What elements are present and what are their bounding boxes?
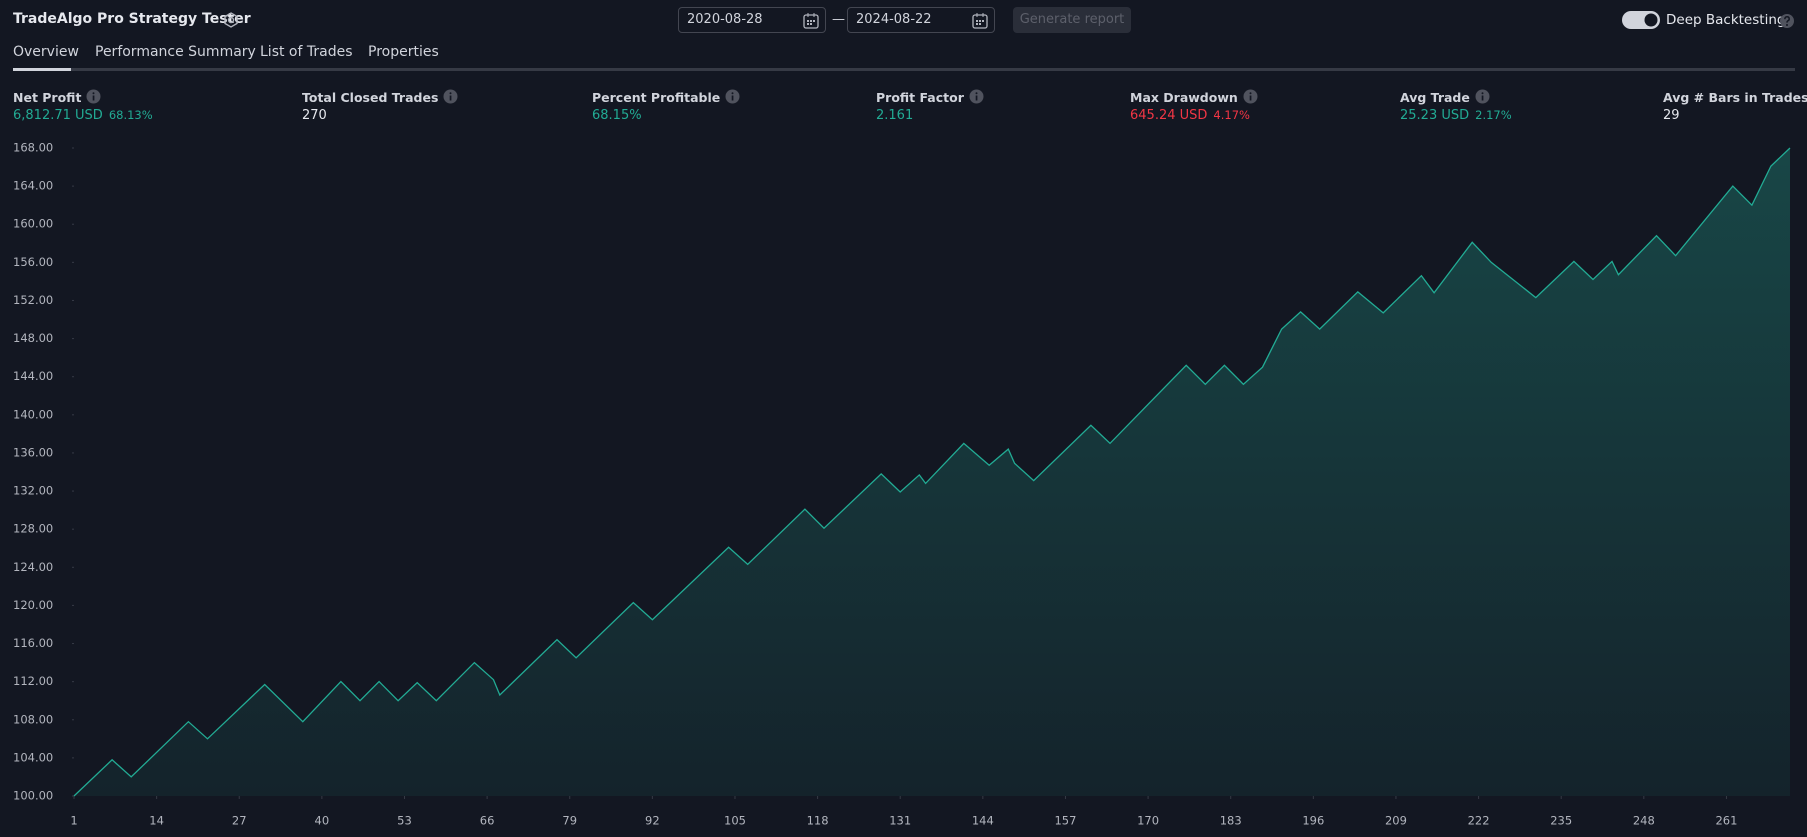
x-tick-label: 40: [315, 814, 330, 828]
y-tick-label: 128.00: [13, 522, 53, 536]
info-icon[interactable]: [1475, 89, 1490, 104]
date-from-text: 2020-08-28: [687, 12, 763, 27]
tab[interactable]: Performance Summary: [95, 44, 256, 60]
x-tick-label: 248: [1633, 814, 1655, 828]
metric-value: 2.161: [876, 108, 913, 123]
calendar-icon: [803, 13, 819, 29]
y-tick-label: 124.00: [13, 560, 53, 574]
help-icon[interactable]: [1779, 13, 1795, 29]
metric-value-text: 2.161: [876, 108, 914, 123]
metric-value-text: 68.15%: [592, 108, 642, 123]
metric-label: Percent Profitable: [592, 89, 740, 105]
y-tick-label: 148.00: [13, 331, 53, 345]
x-tick-label: 235: [1550, 814, 1572, 828]
metric-label: Max Drawdown: [1130, 89, 1258, 105]
metric-label: Profit Factor: [876, 89, 984, 105]
metric-label: Avg Trade: [1400, 89, 1490, 105]
date-separator: —: [832, 12, 845, 27]
y-tick-label: 132.00: [13, 484, 53, 498]
y-tick-label: 152.00: [13, 293, 53, 307]
y-tick-label: 144.00: [13, 369, 53, 383]
tab[interactable]: List of Trades: [260, 44, 353, 60]
x-tick-label: 105: [724, 814, 746, 828]
equity-area: [74, 148, 1790, 796]
x-tick-label: 66: [480, 814, 495, 828]
x-tick-label: 118: [807, 814, 829, 828]
calendar-icon: [972, 13, 988, 29]
metric-value: 270: [302, 108, 327, 123]
date-from[interactable]: 2020-08-28: [678, 7, 826, 33]
info-icon[interactable]: [86, 89, 101, 104]
metric-value-text: 29: [1663, 108, 1680, 123]
generate-report-button[interactable]: Generate report: [1013, 7, 1131, 33]
tab[interactable]: Overview: [13, 44, 79, 60]
y-tick-label: 164.00: [13, 179, 53, 193]
info-icon[interactable]: [725, 89, 740, 104]
metric-value: 6,812.71 USD 68.13%: [13, 108, 153, 123]
metric-value: 68.15%: [592, 108, 642, 123]
metric-secondary: 2.17%: [1475, 108, 1512, 122]
x-tick-label: 209: [1385, 814, 1407, 828]
metric-secondary: 4.17%: [1213, 108, 1250, 122]
x-tick-label: 27: [232, 814, 247, 828]
active-tab-underline: [13, 68, 71, 71]
y-tick-label: 112.00: [13, 674, 53, 688]
toggle-label: Deep Backtesting: [1666, 12, 1786, 28]
metric-value: 645.24 USD 4.17%: [1130, 108, 1250, 123]
x-tick-label: 183: [1220, 814, 1242, 828]
info-icon[interactable]: [969, 89, 984, 104]
y-tick-label: 108.00: [13, 712, 53, 726]
tab-track: [13, 68, 1795, 71]
x-tick-label: 222: [1468, 814, 1490, 828]
y-tick-label: 116.00: [13, 636, 53, 650]
equity-line: [73, 147, 1791, 797]
date-to-text: 2024-08-22: [856, 12, 932, 27]
app-title: TradeAlgo Pro Strategy Tester: [13, 11, 251, 27]
info-icon[interactable]: [443, 89, 458, 104]
metric-secondary: 68.13%: [108, 108, 153, 122]
y-tick-label: 140.00: [13, 407, 53, 421]
tab[interactable]: Properties: [368, 44, 439, 60]
x-tick-label: 1: [70, 814, 77, 828]
metric-value: 25.23 USD 2.17%: [1400, 108, 1512, 123]
y-tick-label: 160.00: [13, 217, 53, 231]
date-to[interactable]: 2024-08-22: [847, 7, 995, 33]
x-tick-label: 79: [562, 814, 577, 828]
metric-value: 29: [1663, 108, 1680, 123]
y-tick-label: 168.00: [13, 141, 53, 155]
y-tick-label: 156.00: [13, 255, 53, 269]
metric-label: Total Closed Trades: [302, 89, 458, 105]
metric-value-text: 25.23 USD: [1400, 108, 1470, 123]
x-tick-label: 53: [397, 814, 412, 828]
x-tick-label: 14: [149, 814, 164, 828]
y-tick-label: 100.00: [13, 789, 53, 803]
y-tick-label: 136.00: [13, 445, 53, 459]
info-icon[interactable]: [1243, 89, 1258, 104]
x-tick-label: 157: [1054, 814, 1076, 828]
x-tick-label: 170: [1137, 814, 1159, 828]
x-tick-label: 196: [1302, 814, 1324, 828]
x-tick-label: 144: [972, 814, 994, 828]
settings-icon[interactable]: [222, 11, 240, 29]
metric-label: Avg # Bars in Trades: [1663, 90, 1807, 105]
x-tick-label: 131: [889, 814, 911, 828]
metric-value-text: 270: [302, 108, 327, 123]
y-tick-label: 120.00: [13, 598, 53, 612]
metric-value-text: 6,812.71 USD: [13, 108, 103, 123]
toggle-switch[interactable]: [1622, 10, 1660, 30]
x-tick-label: 92: [645, 814, 660, 828]
equity-chart: 100.00 104.00 108.00 112.00 116.00 120.00 124.…: [13, 141, 1791, 828]
x-tick-label: 261: [1715, 814, 1737, 828]
y-tick-label: 104.00: [13, 750, 53, 764]
metric-value-text: 645.24 USD: [1130, 108, 1208, 123]
metric-label: Net Profit: [13, 89, 101, 105]
